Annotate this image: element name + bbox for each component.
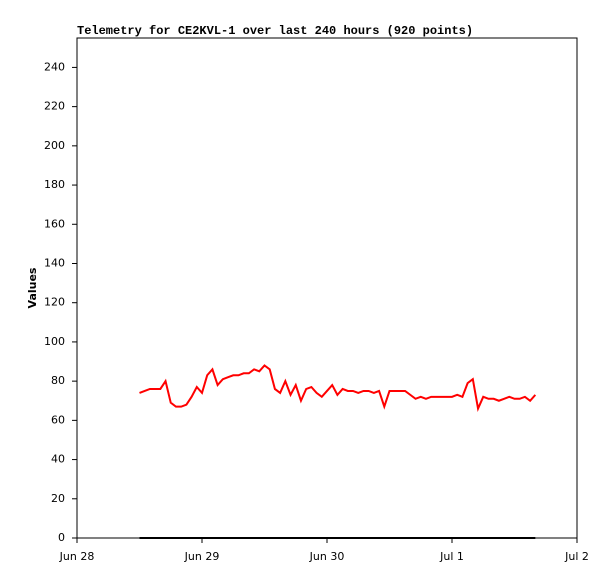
y-tick-label: 100 [44, 335, 65, 348]
chart-title: Telemetry for CE2KVL-1 over last 240 hou… [77, 24, 473, 38]
x-tick-label: Jun 30 [309, 550, 345, 563]
y-tick-label: 120 [44, 296, 65, 309]
y-tick-label: 0 [58, 531, 65, 544]
y-tick-label: 20 [51, 492, 65, 505]
y-tick-label: 80 [51, 374, 65, 387]
y-tick-label: 220 [44, 100, 65, 113]
y-axis-label: Values [26, 267, 39, 308]
x-tick-label: Jun 29 [184, 550, 220, 563]
x-tick-label: Jun 28 [59, 550, 95, 563]
data-line [139, 364, 537, 412]
y-tick-label: 60 [51, 413, 65, 426]
y-tick-label: 180 [44, 178, 65, 191]
y-tick-label: 140 [44, 256, 65, 269]
plot-frame [76, 37, 578, 539]
y-tick-label: 40 [51, 453, 65, 466]
x-tick-label: Jul 2 [564, 550, 589, 563]
y-tick-label: 160 [44, 217, 65, 230]
y-tick-label: 240 [44, 60, 65, 73]
x-tick-label: Jul 1 [439, 550, 464, 563]
y-tick-label: 200 [44, 139, 65, 152]
